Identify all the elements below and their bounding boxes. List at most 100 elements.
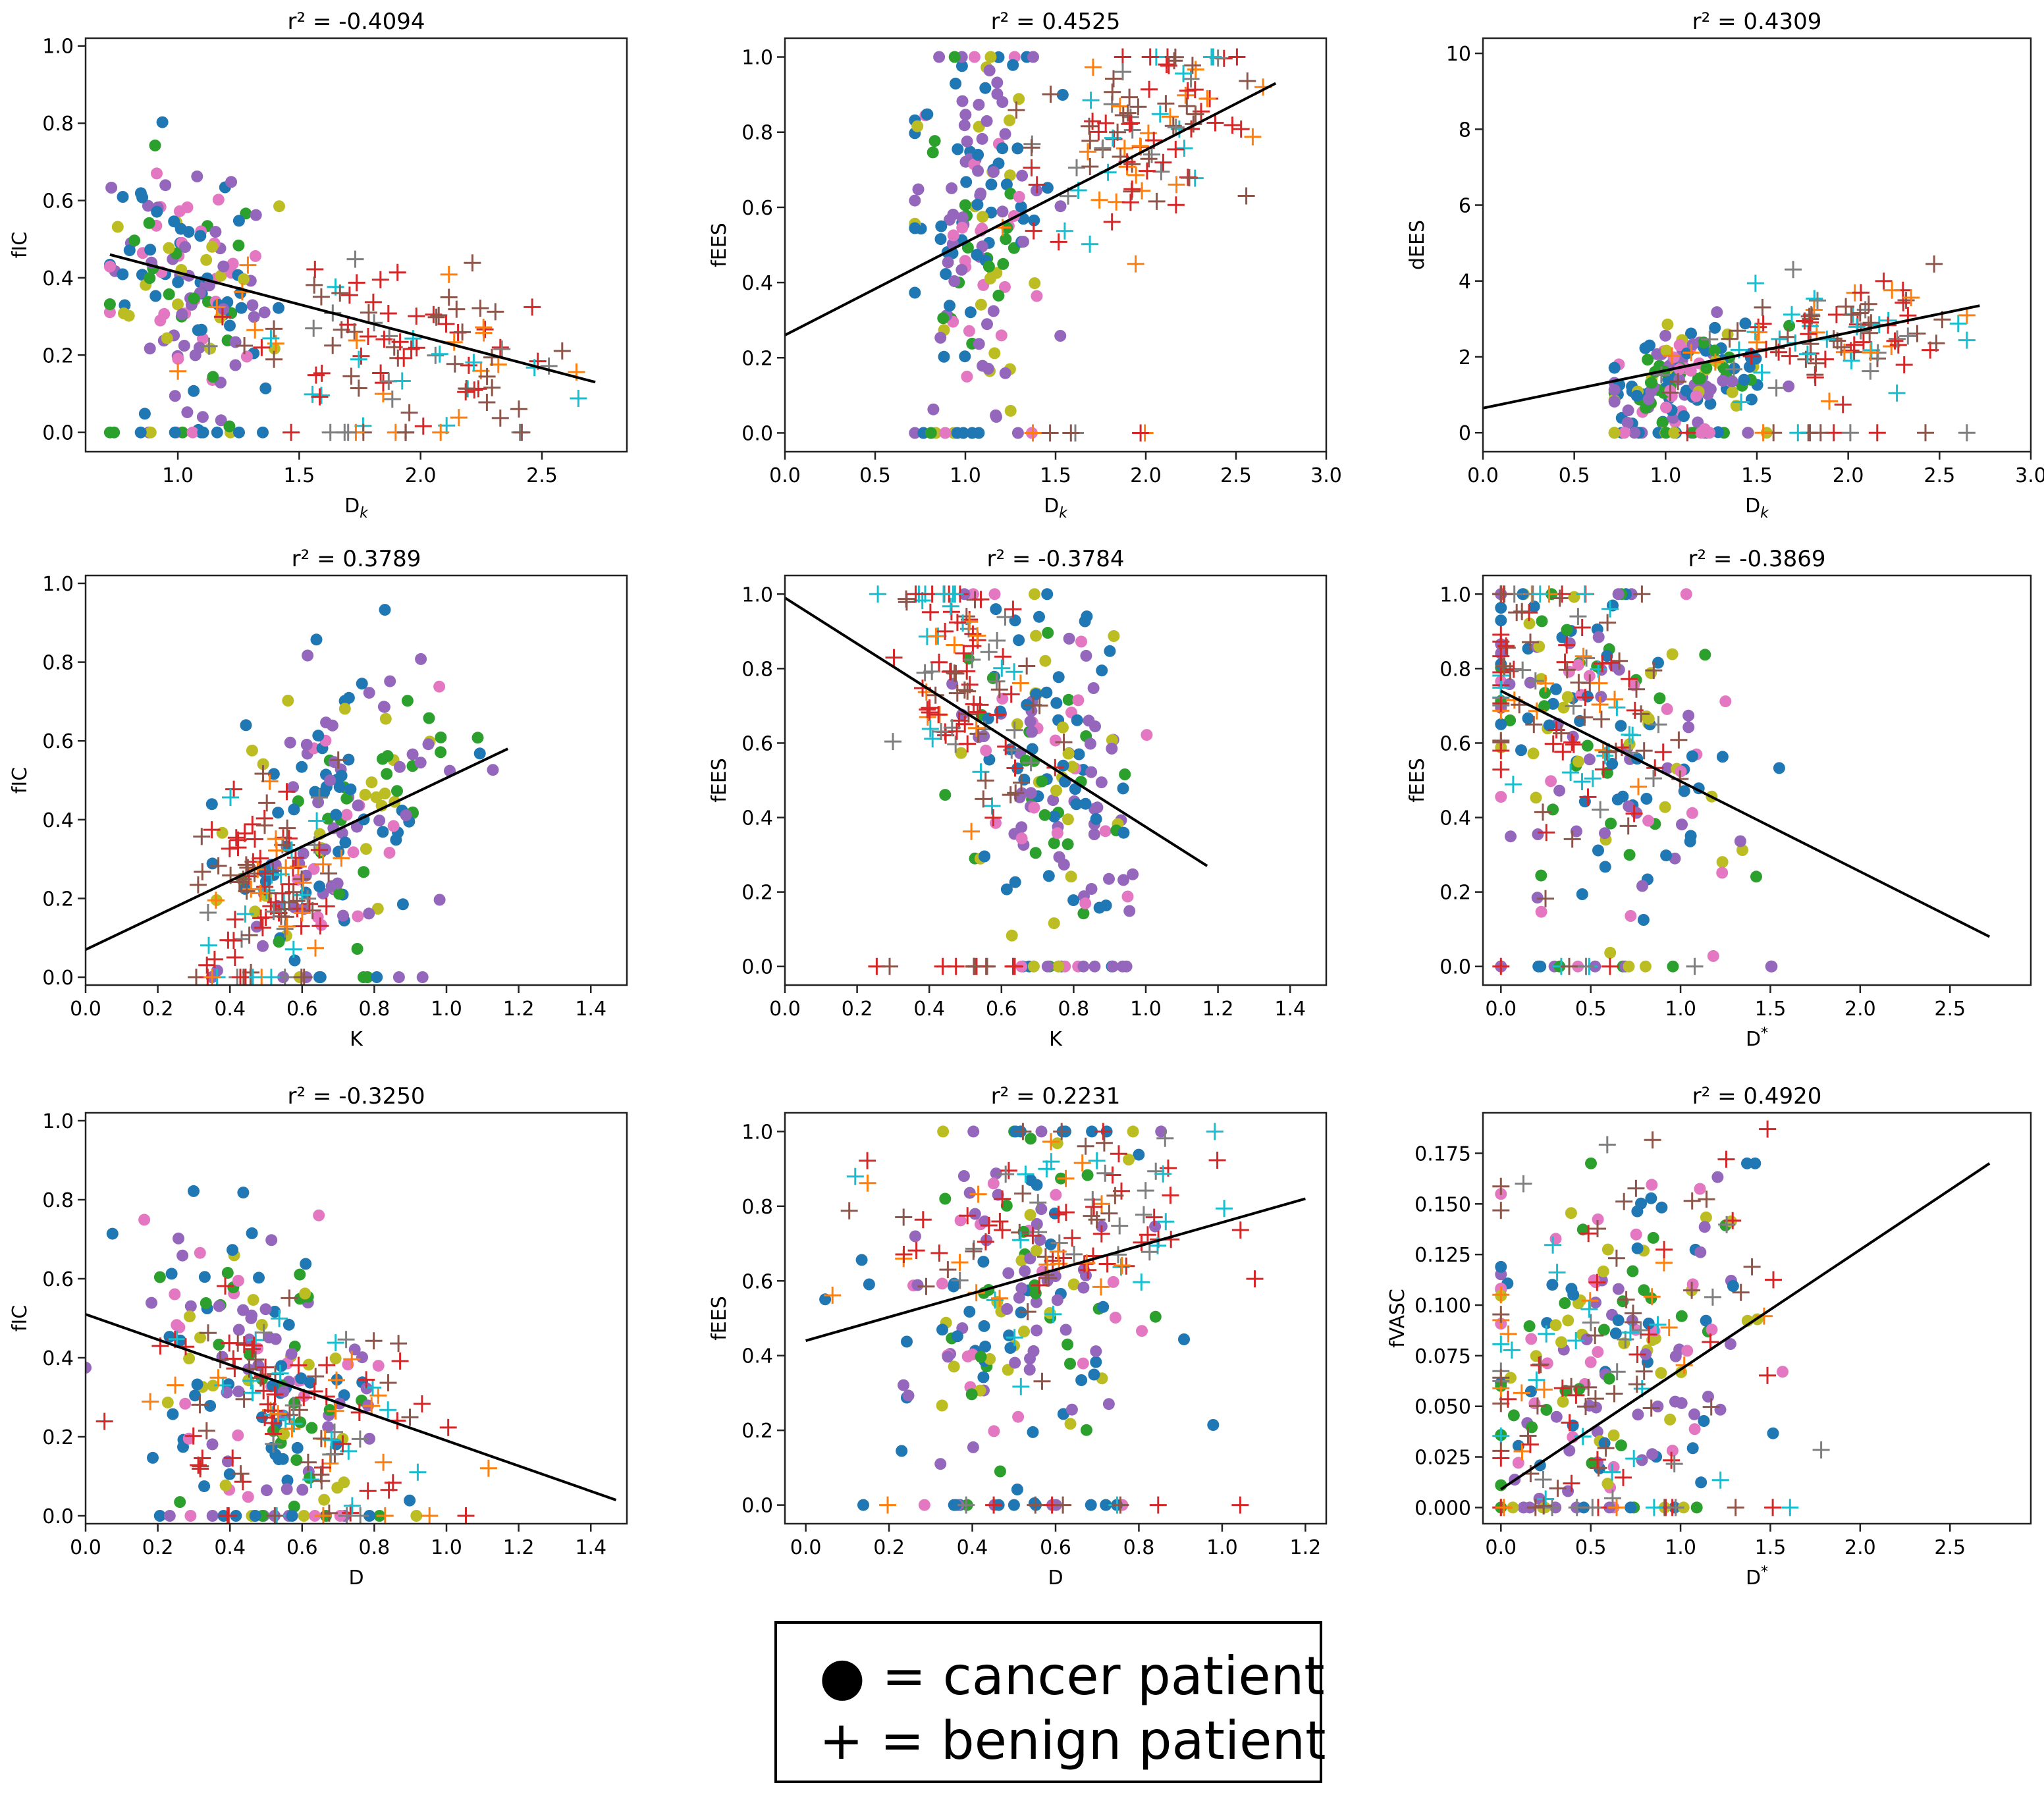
chart-title: r² = -0.3869 xyxy=(1688,546,1826,572)
cancer-point xyxy=(1000,883,1013,896)
y-tick-label: 0.6 xyxy=(1439,732,1471,755)
cancer-point xyxy=(224,319,236,332)
cancer-point xyxy=(1699,423,1711,435)
benign-point xyxy=(1056,222,1073,240)
benign-point xyxy=(340,286,358,304)
benign-point xyxy=(299,1453,317,1471)
cancer-point xyxy=(1515,744,1527,757)
benign-point xyxy=(1062,424,1080,442)
benign-point xyxy=(879,1496,896,1514)
benign-point xyxy=(285,1415,303,1433)
benign-point xyxy=(294,874,312,892)
x-tick-label: 0.2 xyxy=(842,998,873,1021)
chart-panel-8: 0.0 0.2 0.4 0.6 0.8 1.0 1.20.00.20.40.60.81.0r… xyxy=(708,1083,1328,1590)
cancer-point xyxy=(246,1309,257,1322)
cancer-point xyxy=(340,792,353,805)
benign-point xyxy=(1654,743,1672,761)
benign-point xyxy=(194,1449,211,1467)
benign-point xyxy=(1563,734,1581,751)
cancer-point xyxy=(1030,1296,1042,1308)
cancer-point xyxy=(909,286,921,299)
benign-point xyxy=(192,1460,209,1478)
benign-point xyxy=(1050,1234,1068,1252)
cancer-point xyxy=(329,1353,342,1364)
cancer-point xyxy=(973,99,985,111)
benign-point xyxy=(1927,335,1945,352)
cancer-point xyxy=(342,753,355,766)
benign-point xyxy=(307,939,324,957)
benign-point xyxy=(326,1423,343,1441)
benign-point xyxy=(1860,295,1877,313)
cancer-point xyxy=(996,205,1009,218)
cancer-point xyxy=(961,370,973,383)
cancer-point xyxy=(377,826,389,838)
benign-point xyxy=(1615,1468,1632,1486)
benign-point xyxy=(1081,158,1099,175)
benign-point xyxy=(281,1289,298,1307)
benign-point xyxy=(225,780,243,798)
cancer-point xyxy=(207,371,219,383)
benign-point xyxy=(454,323,471,341)
cancer-point xyxy=(1031,1324,1043,1337)
benign-point xyxy=(262,329,280,347)
cancer-point xyxy=(282,695,294,707)
benign-point xyxy=(1167,119,1185,136)
cancer-point xyxy=(911,120,924,132)
benign-point xyxy=(413,1395,431,1412)
benign-point xyxy=(284,940,302,958)
cancer-point xyxy=(285,1348,298,1360)
benign-point xyxy=(1561,957,1578,975)
cancer-point xyxy=(372,1360,385,1372)
benign-point xyxy=(1141,80,1158,98)
cancer-point xyxy=(179,241,192,254)
benign-point xyxy=(1503,1341,1520,1359)
cancer-point xyxy=(358,866,370,878)
cancer-point xyxy=(936,1277,948,1290)
cancer-point xyxy=(1086,1125,1098,1138)
cancer-point xyxy=(1031,1218,1043,1230)
cancer-point xyxy=(1661,762,1674,774)
cancer-point xyxy=(300,738,313,751)
cancer-point xyxy=(179,1397,192,1410)
cancer-point xyxy=(181,406,194,419)
benign-point xyxy=(269,1405,287,1423)
cancer-point xyxy=(982,362,994,375)
cancer-point xyxy=(1688,1423,1701,1435)
benign-point xyxy=(1568,1499,1586,1516)
benign-point xyxy=(1022,754,1040,772)
cancer-point xyxy=(1727,1280,1739,1292)
benign-point xyxy=(232,969,249,985)
benign-point xyxy=(343,1497,361,1514)
cancer-point xyxy=(249,250,261,262)
benign-point xyxy=(1958,424,1976,442)
cancer-point xyxy=(1576,888,1588,900)
benign-point xyxy=(1208,1152,1226,1169)
cancer-point xyxy=(909,222,921,234)
x-tick-label: 1.5 xyxy=(1755,998,1787,1021)
cancer-point xyxy=(204,342,217,355)
benign-point xyxy=(955,681,973,699)
legend-cancer: ● = cancer patient xyxy=(819,1650,1325,1703)
benign-point xyxy=(1842,306,1860,324)
x-tick-label: 0.6 xyxy=(986,998,1017,1021)
benign-point xyxy=(1137,1182,1154,1200)
axes-frame xyxy=(84,37,628,453)
benign-point xyxy=(1588,1451,1606,1468)
cancer-point xyxy=(1606,758,1619,770)
benign-point xyxy=(263,1414,281,1432)
benign-point xyxy=(1599,614,1617,631)
y-axis-label: fIC xyxy=(9,232,32,258)
benign-point xyxy=(1754,424,1772,442)
cancer-point xyxy=(1708,344,1721,357)
data-points xyxy=(868,585,1153,975)
benign-point xyxy=(1552,724,1570,742)
cancer-point xyxy=(209,226,222,238)
cancer-point xyxy=(1572,755,1584,768)
benign-point xyxy=(371,271,389,288)
benign-point xyxy=(1592,801,1609,818)
benign-point xyxy=(1589,1220,1606,1237)
benign-point xyxy=(1683,1192,1701,1210)
benign-point xyxy=(1570,674,1588,691)
benign-point xyxy=(142,1393,159,1410)
benign-point xyxy=(895,1246,913,1263)
